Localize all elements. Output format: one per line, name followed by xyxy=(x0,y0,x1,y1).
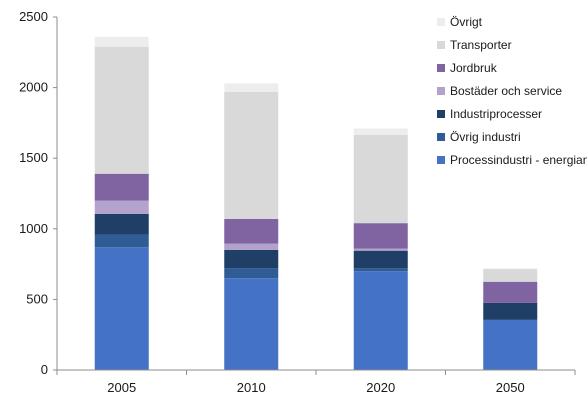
bar-segment xyxy=(94,200,149,214)
x-tick-label: 2020 xyxy=(366,380,395,395)
bar-segment xyxy=(483,302,538,320)
y-tick-label: 1000 xyxy=(19,221,48,236)
bar-segment xyxy=(94,213,149,235)
legend-label: Övrigt xyxy=(450,15,483,29)
x-axis: 2005 2010 2020 2050 xyxy=(56,369,576,395)
y-tick-label: 0 xyxy=(41,362,48,377)
bar-segment xyxy=(353,248,408,251)
bar-segment xyxy=(353,128,408,135)
legend-label: Bostäder och service xyxy=(450,84,562,98)
bar-segment xyxy=(224,278,279,370)
bar-segment xyxy=(483,281,538,303)
bar-segment xyxy=(94,173,149,201)
bar-segment xyxy=(353,223,408,249)
bar-segment xyxy=(224,249,279,269)
legend: Övrigt Transporter Jordbruk Bostäder och se… xyxy=(437,15,587,167)
legend-swatch xyxy=(437,18,445,26)
bar-segment xyxy=(353,271,408,370)
bars xyxy=(94,36,538,370)
bar-segment xyxy=(353,134,408,224)
legend-label: Industriprocesser xyxy=(450,107,542,121)
bar-segment xyxy=(483,268,538,270)
x-tick-label: 2005 xyxy=(107,380,136,395)
bar-segment xyxy=(224,243,279,250)
legend-label: Transporter xyxy=(450,38,512,52)
x-tick-label: 2010 xyxy=(237,380,266,395)
bar-segment xyxy=(353,268,408,272)
legend-label: Processindustri - energianv xyxy=(450,153,587,167)
y-tick-label: 1500 xyxy=(19,150,48,165)
bar-segment xyxy=(94,247,149,370)
legend-swatch xyxy=(437,87,445,95)
legend-label: Övrig industri xyxy=(450,130,521,144)
bar-segment xyxy=(94,46,149,174)
y-tick-label: 500 xyxy=(26,291,48,306)
y-axis: 0 500 1000 1500 2000 2500 xyxy=(19,9,58,377)
legend-swatch xyxy=(437,156,445,164)
legend-swatch xyxy=(437,41,445,49)
y-tick-label: 2000 xyxy=(19,80,48,95)
legend-swatch xyxy=(437,110,445,118)
bar-segment xyxy=(94,36,149,47)
legend-label: Jordbruk xyxy=(450,61,498,75)
bar-segment xyxy=(483,319,538,370)
x-tick-label: 2050 xyxy=(496,380,525,395)
y-tick-label: 2500 xyxy=(19,9,48,24)
legend-swatch xyxy=(437,64,445,72)
bar-segment xyxy=(94,234,149,248)
bar-segment xyxy=(483,269,538,282)
bar-segment xyxy=(224,91,279,219)
legend-swatch xyxy=(437,133,445,141)
bar-segment xyxy=(353,250,408,269)
bar-segment xyxy=(224,268,279,279)
bar-segment xyxy=(224,218,279,244)
bar-segment xyxy=(224,83,279,92)
